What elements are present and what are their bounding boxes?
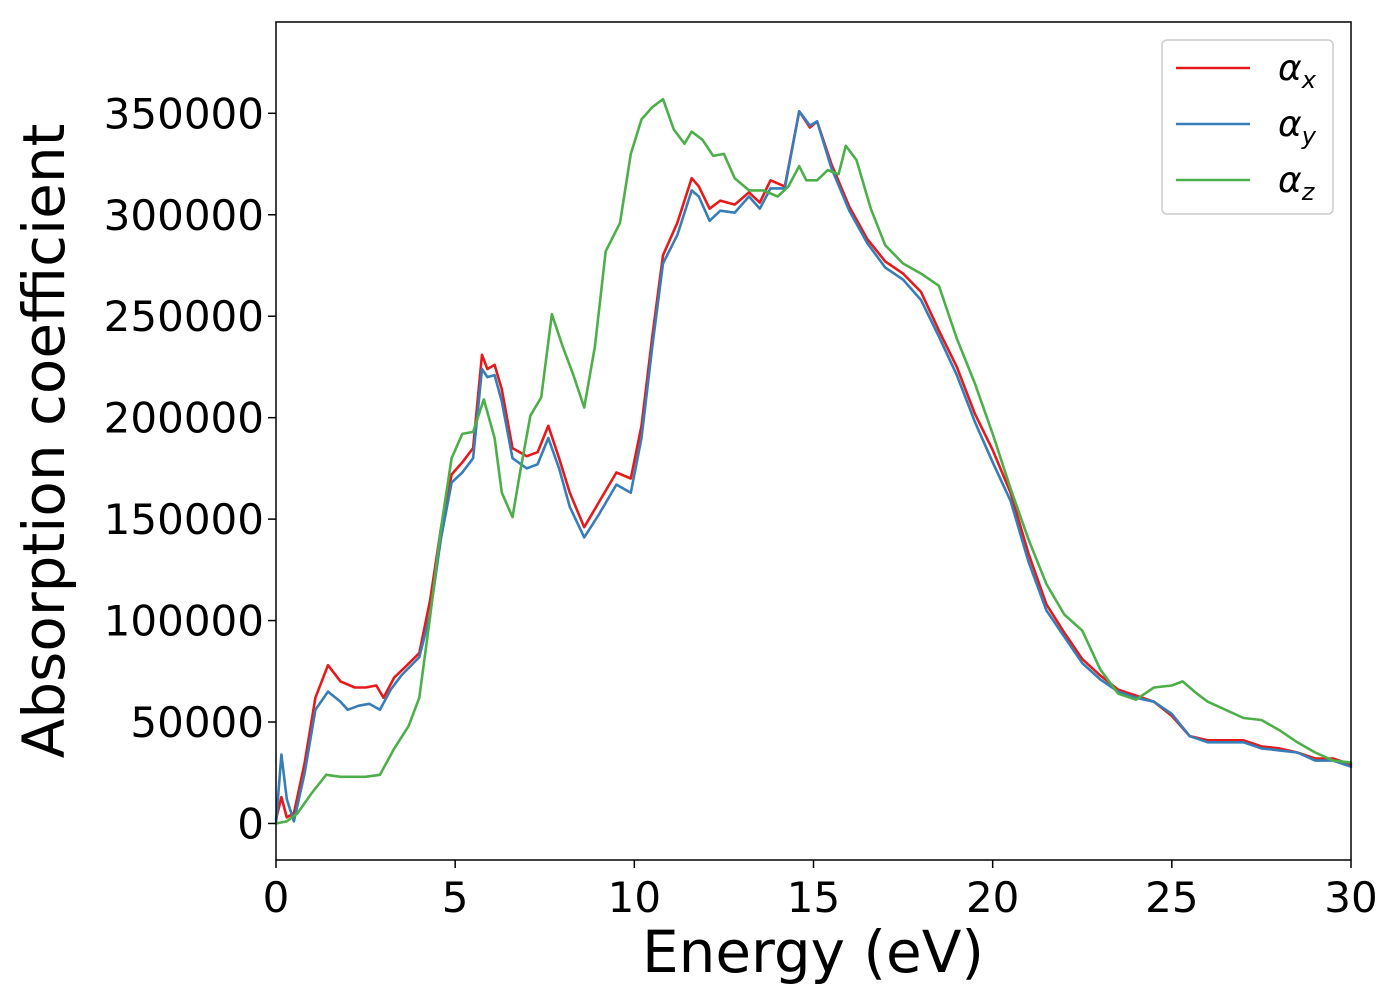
x-tick-label: 20 (966, 873, 1019, 922)
series-layer (274, 97, 1353, 825)
y-tick-label: 0 (237, 799, 264, 848)
x-tick-label: 30 (1324, 873, 1377, 922)
series-line-z (274, 97, 1353, 825)
y-tick-label: 50000 (130, 698, 264, 747)
y-tick-label: 350000 (104, 89, 264, 138)
y-axis-label: Absorption coefficient (10, 124, 78, 759)
legend-label-z: αz (1278, 160, 1316, 206)
x-tick-label: 10 (608, 873, 661, 922)
legend-label-x: αx (1278, 48, 1317, 94)
legend-box (1161, 39, 1334, 215)
x-tick-label: 5 (442, 873, 469, 922)
y-axis: 0 50000 100000 150000 200000 250000 300000 3500… (104, 89, 276, 848)
y-tick-label: 150000 (104, 495, 264, 544)
x-axis: 0 5 10 15 20 25 30 (263, 860, 1378, 922)
y-tick-label: 100000 (104, 597, 264, 646)
x-tick-label: 25 (1145, 873, 1198, 922)
legend: αx αy αz (1161, 39, 1334, 215)
y-tick-label: 300000 (104, 191, 264, 240)
x-tick-label: 15 (787, 873, 840, 922)
x-tick-label: 0 (263, 873, 290, 922)
y-tick-label: 200000 (104, 394, 264, 443)
x-axis-label: Energy (eV) (642, 918, 984, 986)
legend-label-y: αy (1278, 104, 1317, 150)
series-line-x (274, 110, 1353, 821)
y-tick-label: 250000 (104, 292, 264, 341)
